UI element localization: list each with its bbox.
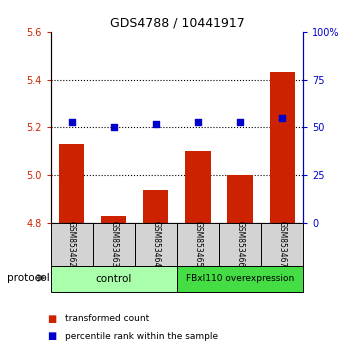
Bar [270,73,295,223]
Point [279,115,285,121]
Text: FBxl110 overexpression: FBxl110 overexpression [186,274,294,283]
Bar [219,223,261,266]
Text: ■: ■ [47,331,56,341]
Point [237,119,243,125]
Point [195,119,201,125]
Bar [227,175,253,223]
Text: GSM853462: GSM853462 [67,221,76,267]
Bar [59,144,84,223]
Bar [135,223,177,266]
Text: transformed count: transformed count [65,314,149,323]
Text: GSM853463: GSM853463 [109,221,118,268]
Point [111,125,117,130]
Bar [261,223,303,266]
Bar [177,223,219,266]
Title: GDS4788 / 10441917: GDS4788 / 10441917 [109,16,244,29]
Bar [143,189,169,223]
Bar [185,151,210,223]
Text: percentile rank within the sample: percentile rank within the sample [65,332,218,341]
Text: GSM853465: GSM853465 [193,221,203,268]
Text: GSM853464: GSM853464 [151,221,160,268]
Bar [177,266,303,292]
Bar [51,266,177,292]
Bar [93,223,135,266]
Text: ■: ■ [47,314,56,324]
Point [153,121,159,126]
Bar [51,223,93,266]
Text: GSM853466: GSM853466 [236,221,244,268]
Bar [101,216,126,223]
Text: GSM853467: GSM853467 [278,221,287,268]
Text: control: control [96,274,132,284]
Text: protocol: protocol [7,273,50,283]
Point [69,119,74,125]
